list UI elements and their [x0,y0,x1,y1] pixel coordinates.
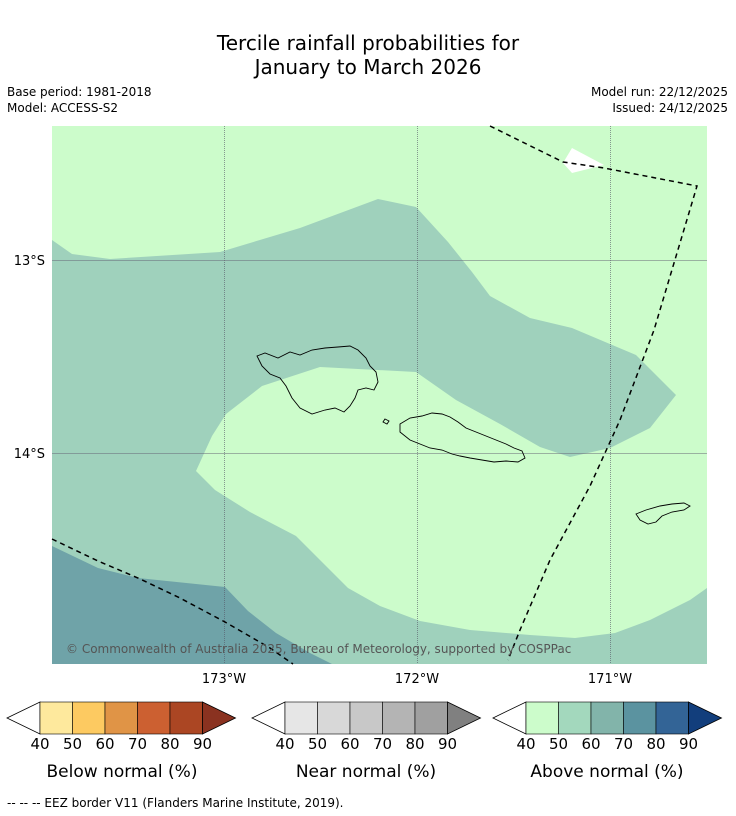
graticule [224,126,611,664]
colorbar-tick-label: 60 [95,735,115,753]
map-title-line1: Tercile rainfall probabilities for [216,31,520,55]
region-above-50-60 [52,199,707,664]
upolu-island [399,412,526,463]
colorbar-over-arrow [447,701,482,735]
colorbar-tick-label: 80 [160,735,180,753]
eez-border [51,125,698,665]
colorbar-tick-label: 50 [548,735,569,753]
colorbar-segment [525,701,559,735]
colorbar-segment [623,701,657,735]
colorbar-segment [590,701,624,735]
graticule-lat [52,260,707,454]
colorbar-segment [137,701,171,735]
probability-fields [52,126,707,664]
colorbar-tick-label: 70 [613,735,634,753]
colorbar-tick-label: 70 [372,735,393,753]
lon-label-171w: 171°W [588,672,632,687]
colorbar-near-normal [251,701,482,735]
colorbar-segment [349,701,383,735]
colorbar-over-arrow [202,701,237,735]
colorbar-tick-label: 40 [275,735,295,753]
colorbar-segment [655,701,689,735]
colorbar-above-normal [492,701,723,735]
model-run: Model run: 22/12/2025 [590,85,728,99]
colorbar-tick-label: 90 [192,735,213,753]
colorbar-segment [169,701,203,735]
colorbar-tick-label: 90 [678,735,699,753]
colorbar-under-arrow [492,701,527,735]
lon-label-172w: 172°W [395,672,439,687]
colorbar-tick-label: 40 [30,735,50,753]
colorbar-tick-label: 60 [340,735,360,753]
colorbar-segment [317,701,351,735]
colorbar-tick-label: 70 [127,735,148,753]
colorbar-label-above: Above normal (%) [530,762,684,782]
savaii-island [256,345,379,415]
colorbar-tick-label: 50 [62,735,83,753]
small-islet [382,418,390,425]
lon-label-173w: 173°W [202,672,246,687]
colorbar-tick-label: 50 [307,735,328,753]
colorbar-segment [382,701,416,735]
colorbar-tick-label: 40 [516,735,536,753]
colorbar-segment [414,701,448,735]
colorbar-segment [558,701,592,735]
lat-label-13s: 13°S [14,254,45,269]
coastlines [256,345,691,525]
colorbar-tick-label: 90 [437,735,458,753]
colorbar-segment [284,701,318,735]
colorbar-under-arrow [6,701,41,735]
colorbar-tick-label: 60 [581,735,601,753]
forecast-map: © Commonwealth of Australia 2025, Bureau… [14,125,707,687]
copyright-text: © Commonwealth of Australia 2025, Bureau… [66,642,571,656]
eez-footnote: -- -- -- EEZ border V11 (Flanders Marine… [7,796,344,810]
model-name: Model: ACCESS-S2 [7,101,119,115]
tutuila-island [635,502,691,525]
lat-label-14s: 14°S [14,447,45,462]
colorbar-label-below: Below normal (%) [46,762,198,782]
base-period: Base period: 1981-2018 [7,85,152,99]
colorbar-tick-label: 80 [646,735,666,753]
colorbar-tick-label: 80 [405,735,425,753]
colorbar-over-arrow [688,701,723,735]
map-title-line2: January to March 2026 [254,55,482,79]
colorbar-under-arrow [251,701,286,735]
colorbar-below-normal [6,701,237,735]
colorbar-label-near: Near normal (%) [295,762,437,782]
colorbar-segment [104,701,138,735]
colorbar-segment [39,701,73,735]
colorbar-segment [72,701,106,735]
issued-date: Issued: 24/12/2025 [612,101,728,115]
